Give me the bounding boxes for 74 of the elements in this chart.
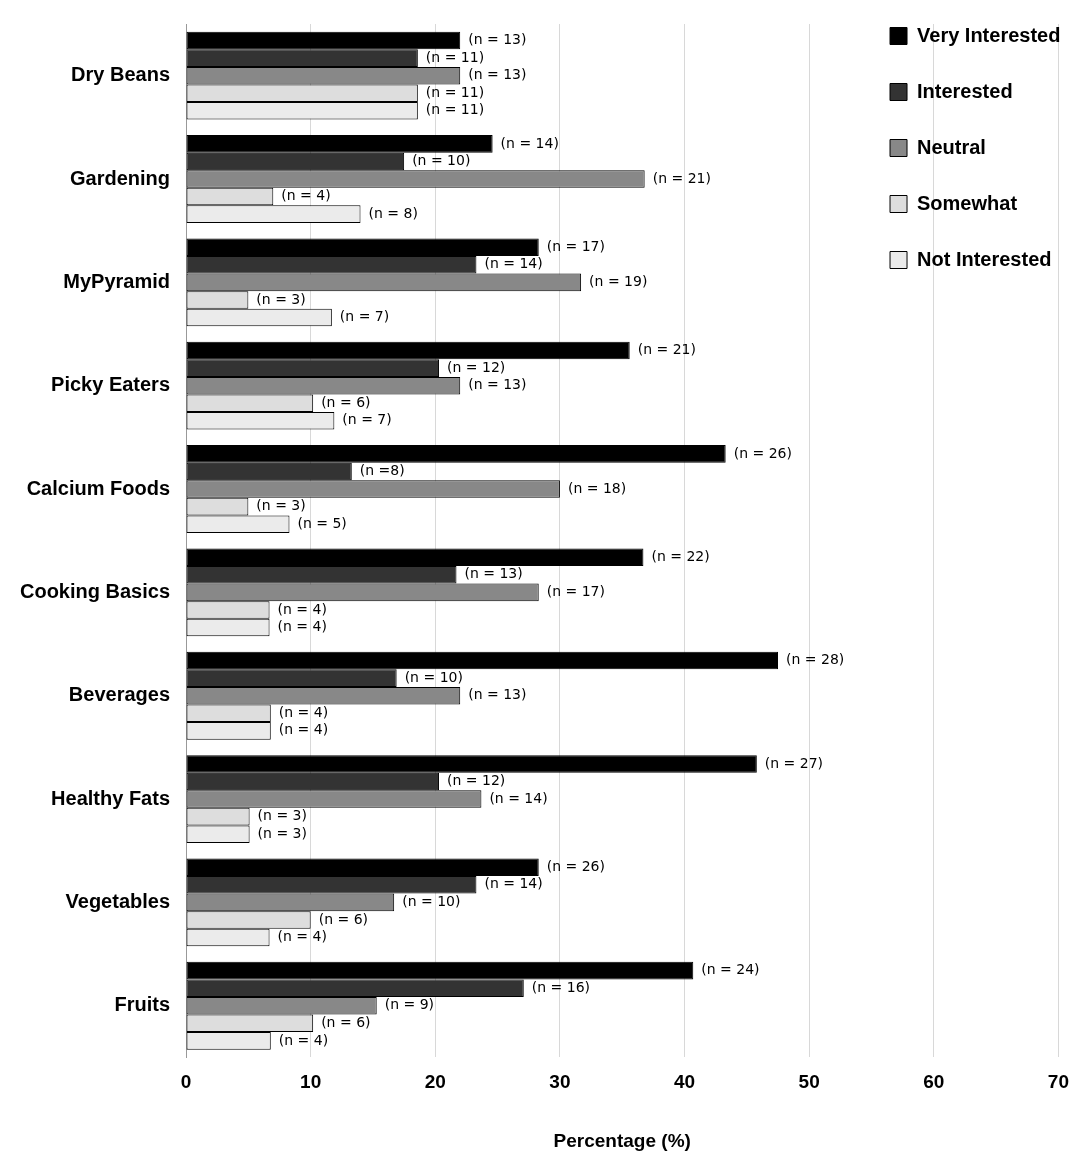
y-tick-label: Dry Beans — [71, 63, 171, 86]
annotation: (n = 4) — [277, 618, 327, 635]
annotation: (n = 10) — [404, 668, 463, 685]
legend-label: Not Interested — [917, 247, 1052, 270]
y-tick-label: Picky Eaters — [51, 373, 171, 396]
legend-label: Interested — [917, 79, 1013, 102]
annotation: (n = 3) — [257, 807, 307, 824]
x-tick-label: 40 — [673, 1071, 696, 1093]
annotation: (n = 5) — [297, 514, 347, 531]
y-tick-label: Beverages — [68, 683, 171, 706]
x-tick-label: 50 — [798, 1071, 820, 1093]
annotation: (n = 4) — [277, 928, 327, 945]
annotation: (n = 4) — [281, 187, 331, 204]
annotation: (n = 3) — [256, 497, 306, 514]
annotation: (n = 26) — [733, 444, 792, 461]
annotation: (n = 4) — [277, 600, 327, 617]
annotation: (n = 10) — [402, 893, 461, 910]
annotation: (n = 17) — [546, 237, 605, 254]
y-tick-label: Vegetables — [65, 889, 171, 912]
x-tick-label: 10 — [300, 1071, 322, 1093]
x-tick-label: 0 — [180, 1071, 192, 1093]
annotation: (n = 7) — [339, 308, 390, 325]
x-tick-label: 30 — [549, 1071, 571, 1093]
annotation: (n = 19) — [589, 272, 648, 289]
annotation: (n = 4) — [278, 1031, 329, 1048]
annotation: (n = 12) — [447, 772, 506, 789]
y-tick-label: Fruits — [114, 993, 171, 1016]
y-tick-label: Healthy Fats — [51, 786, 171, 809]
annotation: (n = 4) — [278, 703, 329, 720]
annotation: (n = 26) — [546, 857, 605, 874]
legend-label: Neutral — [917, 135, 986, 158]
annotation: (n = 14) — [484, 875, 543, 892]
y-tick-label: MyPyramid — [63, 269, 171, 292]
y-tick-label: Gardening — [70, 166, 171, 189]
annotation: (n = 22) — [651, 547, 710, 564]
annotation: (n = 14) — [489, 789, 548, 806]
annotation: (n = 13) — [468, 686, 527, 703]
annotation: (n = 13) — [468, 31, 527, 48]
x-tick-label: 60 — [923, 1071, 945, 1093]
annotation: (n = 27) — [764, 754, 824, 771]
y-tick-label: Calcium Foods — [26, 476, 171, 499]
annotation: (n = 13) — [468, 66, 527, 83]
annotation: (n = 8) — [368, 204, 418, 221]
annotation: (n = 28) — [786, 651, 845, 668]
annotation: (n = 12) — [447, 358, 506, 375]
annotation: (n = 3) — [256, 290, 306, 307]
annotation: (n =8) — [359, 462, 405, 479]
annotation: (n = 17) — [546, 583, 605, 600]
annotation: (n = 6) — [321, 1013, 371, 1030]
legend-label: Somewhat — [917, 191, 1018, 214]
annotation: (n = 11) — [425, 48, 485, 65]
annotation: (n = 13) — [464, 565, 523, 582]
annotation: (n = 11) — [425, 83, 485, 100]
annotation: (n = 3) — [257, 824, 307, 841]
annotation: (n = 11) — [425, 101, 485, 118]
annotation: (n = 24) — [701, 961, 760, 978]
annotation: (n = 21) — [637, 341, 696, 358]
annotation: (n = 16) — [531, 978, 591, 995]
annotation: (n = 9) — [384, 996, 435, 1013]
annotation: (n = 13) — [468, 376, 527, 393]
annotation: (n = 10) — [412, 152, 471, 169]
x-tick-label: 70 — [1047, 1071, 1069, 1093]
annotation: (n = 14) — [500, 134, 559, 151]
annotation: (n = 14) — [484, 255, 543, 272]
annotation: (n = 7) — [342, 411, 392, 428]
annotation: (n = 6) — [318, 910, 369, 927]
x-axis-title: Percentage (%) — [553, 1129, 691, 1151]
y-tick-label: Cooking Basics — [19, 579, 171, 602]
annotation: (n = 6) — [321, 393, 371, 410]
legend-label: Very Interested — [917, 23, 1061, 46]
annotation: (n = 18) — [567, 479, 627, 496]
annotation: (n = 4) — [278, 721, 329, 738]
annotation: (n = 21) — [652, 169, 711, 186]
x-tick-label: 20 — [424, 1071, 446, 1093]
